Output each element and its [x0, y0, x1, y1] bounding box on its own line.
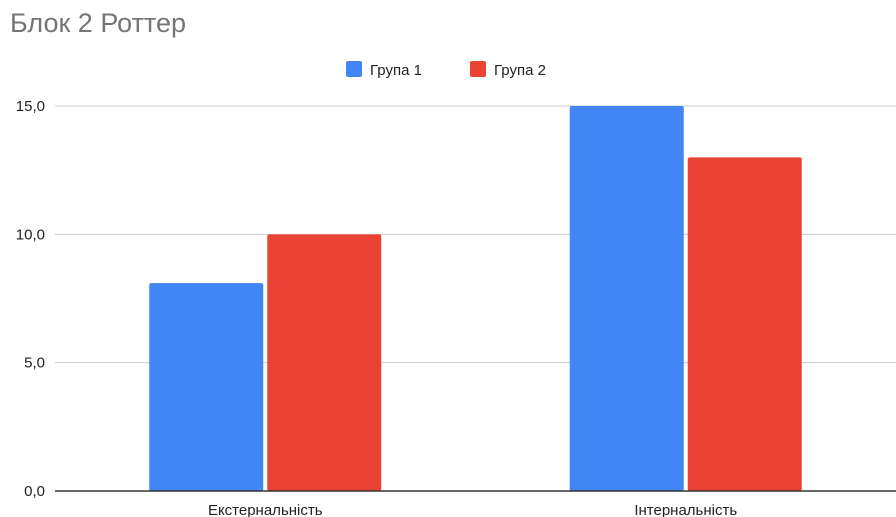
legend-label: Група 1 [370, 62, 422, 79]
x-tick-label: Екстернальність [208, 502, 323, 517]
bar [267, 234, 382, 492]
bar [687, 157, 802, 492]
y-tick-label: 0,0 [24, 483, 45, 500]
legend-swatch [346, 61, 362, 77]
y-tick-label: 10,0 [16, 226, 45, 243]
x-tick-label: Інтернальність [634, 502, 737, 517]
bar [149, 283, 264, 491]
chart-title: Блок 2 Роттер [10, 8, 187, 38]
y-tick-label: 15,0 [16, 98, 45, 115]
bar [569, 106, 684, 491]
y-tick-label: 5,0 [24, 355, 45, 372]
legend-label: Група 2 [494, 62, 546, 79]
legend-swatch [470, 61, 486, 77]
